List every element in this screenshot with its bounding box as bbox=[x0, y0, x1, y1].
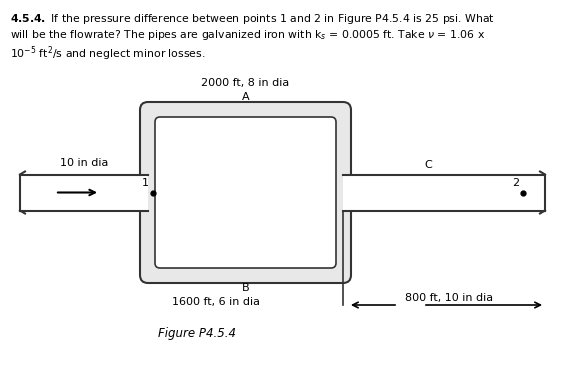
Text: 1600 ft, 6 in dia: 1600 ft, 6 in dia bbox=[172, 297, 260, 307]
Text: 10$^{-5}$ ft$^2$/s and neglect minor losses.: 10$^{-5}$ ft$^2$/s and neglect minor los… bbox=[10, 44, 206, 63]
Text: 10 in dia: 10 in dia bbox=[60, 158, 108, 169]
FancyBboxPatch shape bbox=[140, 102, 351, 283]
Text: 2: 2 bbox=[512, 177, 519, 188]
Text: will be the flowrate? The pipes are galvanized iron with k$_s$ = 0.0005 ft. Take: will be the flowrate? The pipes are galv… bbox=[10, 28, 485, 42]
Text: $\mathbf{4.5.4.}$ If the pressure difference between points 1 and 2 in Figure P4: $\mathbf{4.5.4.}$ If the pressure differ… bbox=[10, 12, 495, 26]
Text: 800 ft, 10 in dia: 800 ft, 10 in dia bbox=[405, 293, 493, 303]
Text: B: B bbox=[242, 283, 249, 293]
Bar bbox=[343, 174, 545, 211]
Bar bbox=[20, 174, 148, 211]
Text: 1: 1 bbox=[142, 177, 149, 188]
Text: Figure P4.5.4: Figure P4.5.4 bbox=[158, 327, 236, 340]
Text: A: A bbox=[242, 92, 249, 102]
FancyBboxPatch shape bbox=[155, 117, 336, 268]
Text: 2000 ft, 8 in dia: 2000 ft, 8 in dia bbox=[201, 78, 290, 88]
Text: C: C bbox=[424, 160, 431, 169]
